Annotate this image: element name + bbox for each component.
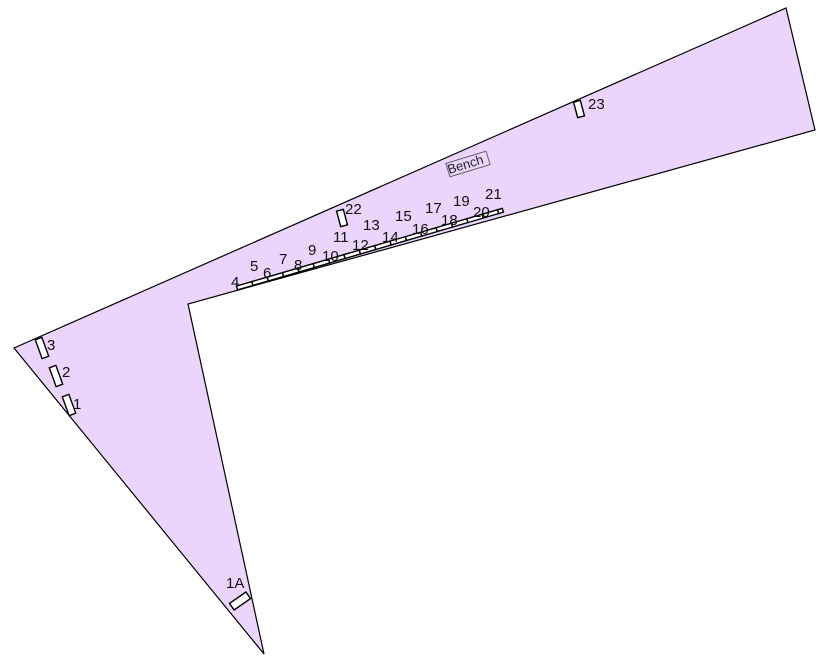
stall-23[interactable]	[572, 99, 586, 119]
lot-label-1A: 1A	[226, 575, 244, 592]
lot-label-2: 2	[62, 364, 70, 381]
lot-label-9: 9	[308, 242, 316, 259]
lot-label-6: 6	[263, 265, 271, 282]
stall-3[interactable]	[34, 336, 50, 360]
stall-22[interactable]	[335, 208, 349, 228]
lot-label-13: 13	[363, 217, 380, 234]
stall-1A[interactable]	[228, 591, 252, 611]
lot-label-22: 22	[345, 201, 362, 218]
lot-label-5: 5	[250, 258, 258, 275]
lot-label-3: 3	[47, 337, 55, 354]
lot-label-11: 11	[333, 229, 349, 246]
stall-1[interactable]	[61, 393, 77, 417]
lot-label-21: 21	[485, 186, 502, 203]
lot-label-20: 20	[473, 204, 490, 221]
lot-label-8: 8	[294, 257, 302, 274]
lot-label-14: 14	[382, 229, 399, 246]
lot-label-15: 15	[395, 208, 412, 225]
lot-label-7: 7	[279, 251, 287, 268]
site-area	[13, 7, 816, 655]
lot-label-19: 19	[453, 193, 470, 210]
lot-label-10: 10	[322, 248, 339, 265]
lot-label-12: 12	[352, 237, 369, 254]
lot-label-18: 18	[441, 212, 458, 229]
stall-row	[235, 207, 505, 291]
stall-2[interactable]	[48, 364, 64, 388]
stall-21[interactable]	[496, 207, 505, 215]
lot-label-23: 23	[588, 96, 605, 113]
lot-label-1: 1	[73, 396, 81, 413]
lot-label-4: 4	[231, 274, 239, 291]
lot-label-17: 17	[425, 200, 442, 217]
lot-label-16: 16	[412, 221, 429, 238]
